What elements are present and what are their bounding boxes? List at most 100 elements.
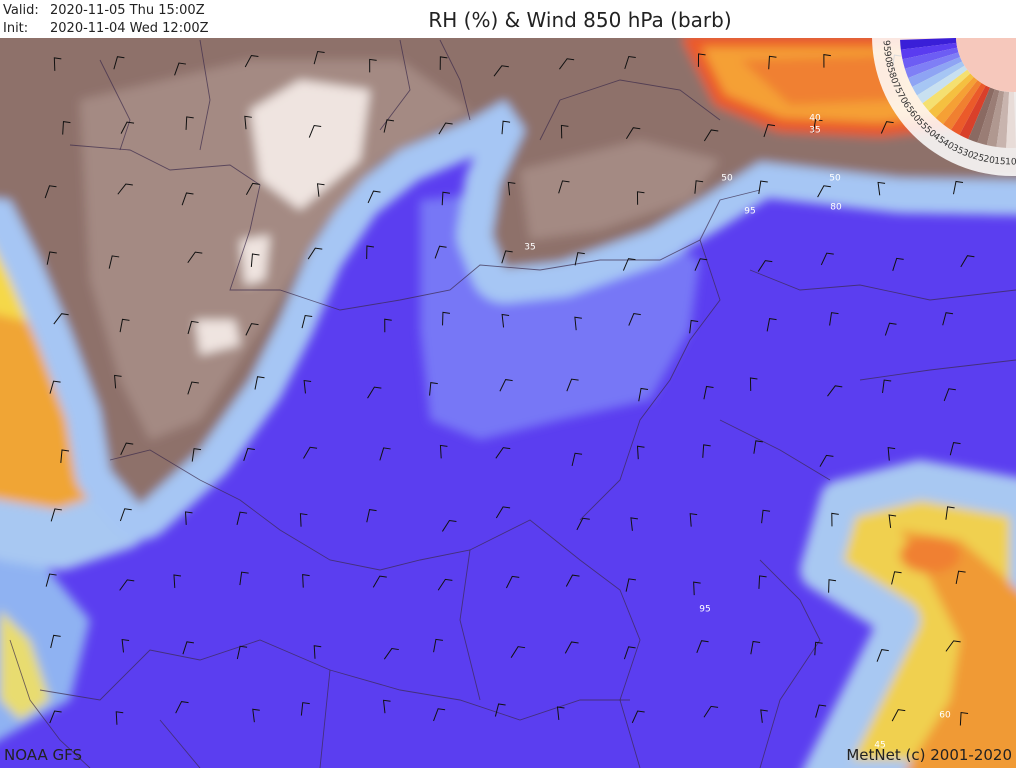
barb [313, 50, 325, 65]
barb [945, 506, 955, 520]
barb [768, 55, 777, 70]
barb [945, 640, 961, 652]
barb [565, 574, 580, 587]
barb [239, 571, 249, 586]
barb [53, 313, 69, 325]
barb [191, 448, 202, 462]
barb [115, 711, 124, 725]
barb [369, 58, 377, 73]
barb [812, 119, 823, 133]
legend-swatch [917, 65, 968, 104]
contour-label: 95 [699, 605, 710, 615]
barb [438, 122, 453, 135]
wind-barbs [44, 50, 975, 726]
barb [960, 255, 975, 268]
contour-label: 50 [829, 174, 841, 184]
barb [817, 185, 831, 198]
barb [501, 313, 510, 328]
barb [753, 440, 763, 454]
legend-label: 35 [950, 143, 965, 157]
barb [300, 702, 310, 716]
barb [622, 258, 636, 271]
legend-swatch [900, 42, 958, 60]
barb [439, 444, 448, 459]
barb [108, 255, 120, 269]
barb [959, 711, 969, 726]
barb [576, 517, 590, 531]
legend-swatch [935, 76, 978, 125]
barb [254, 376, 265, 390]
map-title: RH (%) & Wind 850 hPa (barb) [428, 8, 731, 32]
barb [372, 575, 387, 588]
legend-label: 10 [1005, 157, 1016, 167]
legend-swatch [959, 85, 991, 140]
barb [45, 573, 57, 587]
barb [187, 251, 203, 264]
barb [236, 511, 248, 525]
barb [510, 646, 526, 658]
barb [252, 708, 260, 723]
barb [819, 454, 834, 467]
legend-label: 15 [994, 156, 1006, 167]
legend-label: 85 [883, 61, 896, 75]
barb [121, 638, 130, 653]
barb [495, 506, 511, 519]
barb [891, 571, 902, 585]
barb [366, 509, 377, 523]
barb [493, 65, 509, 77]
barb [119, 508, 132, 522]
barb [366, 245, 374, 259]
contour-label: 40 [809, 114, 821, 124]
barb [624, 55, 636, 70]
barb [303, 446, 318, 459]
barb [299, 513, 308, 527]
barb [574, 316, 582, 331]
barb [623, 646, 636, 660]
barb [943, 388, 956, 402]
barb [750, 640, 761, 655]
barb [631, 710, 645, 724]
barb [558, 180, 570, 194]
barb [625, 127, 641, 139]
barb [574, 252, 585, 266]
barb [185, 116, 194, 130]
barb [301, 314, 313, 329]
legend-label: 80 [886, 71, 899, 85]
legend-swatch [943, 80, 982, 130]
barb [383, 119, 395, 133]
legend-swatch [928, 73, 974, 118]
barb [757, 260, 773, 272]
barb [495, 447, 511, 459]
barb [763, 124, 776, 138]
barb [831, 512, 839, 527]
barb [694, 258, 708, 271]
barb [434, 245, 447, 259]
barb [501, 250, 513, 264]
barb [382, 699, 391, 714]
barb [952, 180, 964, 195]
barb [120, 442, 134, 456]
barb [308, 124, 322, 138]
barb [823, 54, 831, 68]
init-time: 2020-11-04 Wed 12:00Z [50, 21, 209, 36]
barb [173, 574, 182, 588]
barb [689, 319, 699, 334]
barb [184, 511, 193, 525]
barb [316, 183, 325, 197]
barb [50, 634, 61, 649]
barb [505, 575, 520, 589]
header-bar [0, 0, 1016, 38]
barb [433, 708, 446, 722]
barb [439, 56, 448, 70]
barb [62, 121, 71, 135]
barb [760, 709, 768, 723]
barb [888, 514, 897, 528]
barb [625, 578, 636, 592]
barb [892, 257, 904, 271]
legend-label: 20 [982, 154, 995, 166]
valid-label: Valid: [3, 3, 39, 18]
barb [556, 706, 565, 720]
barb [119, 318, 130, 333]
legend-swatch [900, 38, 957, 50]
